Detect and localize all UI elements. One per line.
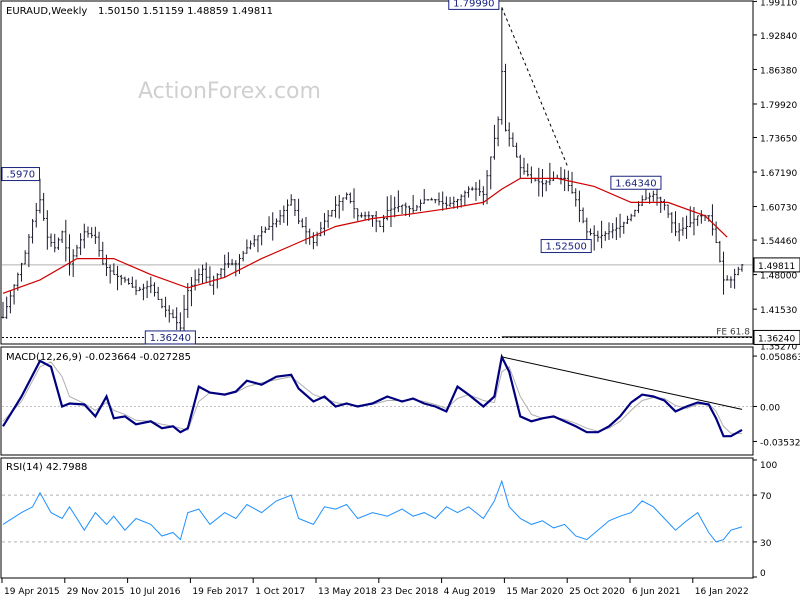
rsi-title: RSI(14) 42.7988 — [6, 462, 87, 473]
price-y-tick-label: 1.48000 — [760, 272, 797, 282]
macd-y-tick-label: 0.00 — [760, 403, 780, 413]
x-tick-label: 15 Mar 2020 — [506, 587, 563, 597]
moving-average-line — [2, 177, 728, 294]
price-panel-frame — [0, 0, 754, 345]
x-tick-label: 19 Feb 2017 — [192, 587, 248, 597]
x-tick-label: 16 Jan 2022 — [695, 587, 749, 597]
rsi-line — [2, 479, 743, 543]
annotation-label: 1.64340 — [615, 178, 656, 189]
annotation-box — [144, 330, 196, 345]
x-tick-label: 23 Dec 2018 — [381, 587, 439, 597]
x-tick-label: 19 Apr 2015 — [4, 587, 60, 597]
annotation-box — [1, 167, 40, 182]
price-y-tick-label: 1.79920 — [760, 101, 797, 111]
x-tick-label: 4 Aug 2019 — [444, 587, 496, 597]
rsi-y-tick-label: 0 — [760, 569, 766, 579]
price-y-tick-label: 1.73650 — [760, 134, 797, 144]
price-y-tick-label: 1.41530 — [760, 306, 797, 316]
price-trendline — [501, 7, 569, 169]
macd-y-tick-label: -0.035322 — [760, 438, 800, 448]
annotation-label: .5970 — [6, 170, 35, 181]
fe-61-8-sublabel: 1.35270 — [760, 342, 797, 352]
last-price-label: 1.49811 — [758, 262, 795, 272]
price-y-tick-label: 1.99110 — [760, 0, 797, 8]
price-title: EURAUD,Weekly — [6, 6, 87, 17]
price-y-tick-label: 1.92840 — [760, 32, 797, 42]
price-layer: 1.79990 1.64340 1.52500 1.36240 .5970 FE 61.8 — [1, 0, 752, 345]
price-y-tick-label: 1.67190 — [760, 169, 797, 179]
fe-61-8-label: FE 61.8 — [716, 327, 750, 337]
price-y-tick-label: 1.60730 — [760, 204, 797, 214]
rsi-layer — [2, 479, 752, 543]
price-y-tick-label: 1.86380 — [760, 66, 797, 76]
annotation-label: 1.52500 — [546, 242, 587, 253]
x-tick-label: 13 May 2018 — [318, 587, 377, 597]
last-price-box — [753, 257, 800, 273]
rsi-y-tick-label: 100 — [760, 461, 777, 471]
annotation-label: 1.36240 — [150, 333, 191, 344]
macd-title: MACD(12,26,9) -0.023664 -0.027285 — [6, 352, 191, 363]
macd-trendline — [501, 356, 743, 410]
annotation-box — [448, 0, 500, 10]
ohlc-readout: 1.50150 1.51159 1.48859 1.49811 — [98, 6, 273, 17]
x-tick-label: 29 Nov 2015 — [67, 587, 125, 597]
watermark: ActionForex.com — [138, 79, 321, 104]
rsi-y-tick-label: 70 — [760, 492, 772, 502]
macd-main-line — [2, 353, 743, 438]
macd-signal-line — [2, 361, 743, 434]
fib-level-label: 1.36240 — [758, 334, 795, 344]
price-y-tick-label: 1.54460 — [760, 237, 797, 247]
fib-level-box — [753, 329, 800, 345]
x-tick-label: 6 Jun 2021 — [632, 587, 680, 597]
macd-y-tick-label: 0.050863 — [760, 353, 800, 363]
x-tick-label: 25 Oct 2020 — [569, 587, 625, 597]
rsi-y-tick-label: 30 — [760, 539, 772, 549]
x-tick-label: 10 Jul 2016 — [130, 587, 181, 597]
rsi-panel-frame — [0, 457, 754, 579]
annotation-label: 1.79990 — [453, 0, 494, 9]
x-tick-label: 1 Oct 2017 — [255, 587, 305, 597]
annotation-box — [610, 175, 662, 190]
annotation-box — [540, 239, 592, 254]
macd-layer — [2, 353, 752, 438]
